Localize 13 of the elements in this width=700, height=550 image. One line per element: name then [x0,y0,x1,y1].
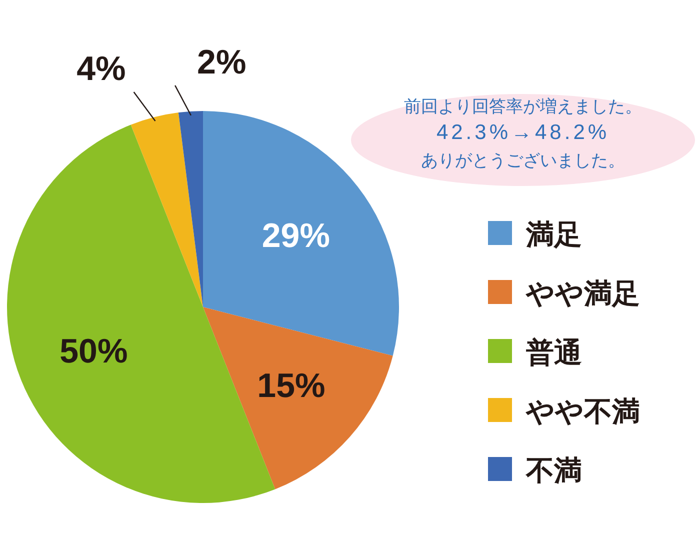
text: ありがとうございました。 [421,151,625,170]
text: 42.3%→48.2% [436,121,610,144]
legend-label: 普通 [525,337,582,368]
legend-label: 満足 [525,219,582,250]
legend-label: やや満足 [525,278,640,309]
legend-label: やや不満 [525,396,640,427]
data-label: 4% [76,50,126,88]
data-label: 29% [262,216,330,255]
data-label: 50% [60,332,128,370]
data-label: 2% [197,43,246,82]
text: 前回より回答率が増えました。 [404,97,642,116]
legend-label: 不満 [525,455,582,486]
data-label: 15% [257,366,326,405]
